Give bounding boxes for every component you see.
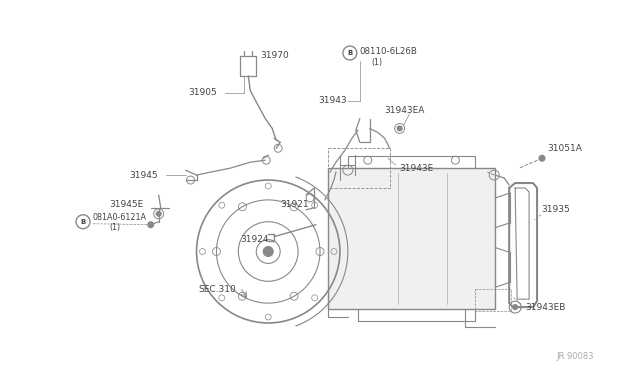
Text: 31943E: 31943E [399,164,434,173]
Text: (1): (1) [372,58,383,67]
Circle shape [263,247,273,256]
Text: 31935: 31935 [541,205,570,214]
Text: 31943: 31943 [318,96,347,105]
Circle shape [539,155,545,161]
Text: 081A0-6121A: 081A0-6121A [93,213,147,222]
Text: 31051A: 31051A [547,144,582,153]
Text: 31943EA: 31943EA [385,106,425,115]
Circle shape [397,126,402,131]
Text: 31924: 31924 [241,235,269,244]
Circle shape [513,305,518,310]
FancyBboxPatch shape [328,168,495,309]
Text: 08110-6L26B: 08110-6L26B [360,46,418,55]
Text: 31945E: 31945E [109,201,143,209]
Circle shape [156,211,161,216]
Text: SEC.310: SEC.310 [198,285,236,294]
Text: 31945: 31945 [129,171,157,180]
Text: 31921: 31921 [280,201,308,209]
Text: 31970: 31970 [260,51,289,61]
Circle shape [148,222,154,228]
Text: JR 90083: JR 90083 [556,352,594,361]
Text: B: B [81,219,86,225]
Text: 31905: 31905 [189,88,218,97]
Text: (1): (1) [109,223,120,232]
Text: 31943EB: 31943EB [525,302,566,312]
Text: B: B [348,50,353,56]
